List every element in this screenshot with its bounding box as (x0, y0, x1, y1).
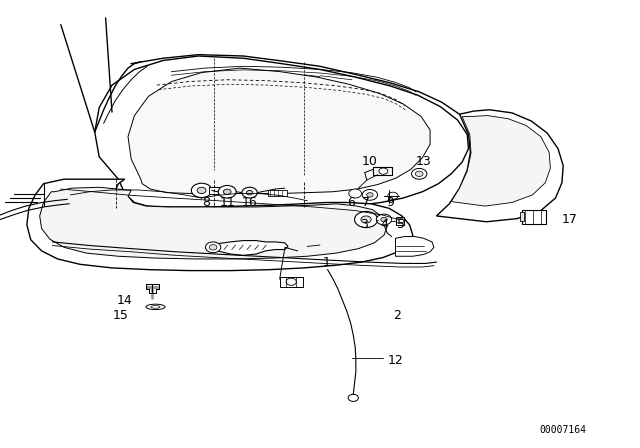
Circle shape (205, 242, 221, 253)
Circle shape (223, 189, 231, 194)
Circle shape (355, 211, 378, 228)
Circle shape (209, 245, 217, 250)
Text: 13: 13 (416, 155, 431, 168)
Circle shape (412, 168, 427, 179)
Text: 3: 3 (360, 217, 367, 231)
Circle shape (349, 189, 362, 198)
Polygon shape (95, 56, 468, 208)
FancyBboxPatch shape (209, 187, 227, 194)
Text: 8: 8 (202, 196, 210, 209)
Circle shape (367, 193, 373, 197)
Text: 4: 4 (380, 217, 388, 231)
Circle shape (246, 190, 253, 195)
FancyBboxPatch shape (522, 210, 546, 224)
Text: 5: 5 (397, 217, 405, 231)
Circle shape (242, 187, 257, 198)
Ellipse shape (151, 306, 160, 308)
Circle shape (379, 168, 388, 174)
Polygon shape (128, 68, 430, 194)
Polygon shape (40, 187, 387, 259)
Text: 7: 7 (362, 196, 370, 210)
Polygon shape (396, 237, 434, 256)
Polygon shape (218, 241, 288, 255)
Text: 10: 10 (362, 155, 378, 168)
FancyBboxPatch shape (280, 277, 303, 287)
FancyBboxPatch shape (396, 217, 404, 225)
Text: 14: 14 (117, 293, 132, 307)
Circle shape (376, 214, 392, 225)
Circle shape (348, 394, 358, 401)
Circle shape (197, 187, 206, 194)
Text: 6: 6 (347, 196, 355, 210)
Circle shape (362, 190, 378, 200)
Text: 1: 1 (323, 255, 330, 269)
Text: 17: 17 (562, 213, 577, 226)
FancyBboxPatch shape (520, 212, 524, 221)
Polygon shape (451, 116, 550, 206)
FancyBboxPatch shape (268, 190, 287, 196)
Text: 9: 9 (387, 196, 394, 210)
Circle shape (218, 185, 236, 198)
Circle shape (415, 171, 423, 177)
Text: 12: 12 (388, 354, 403, 367)
Text: 2: 2 (393, 309, 401, 323)
Circle shape (381, 217, 387, 222)
Ellipse shape (146, 304, 165, 310)
Text: 15: 15 (113, 309, 128, 323)
Polygon shape (27, 179, 413, 271)
Circle shape (361, 216, 371, 223)
Polygon shape (436, 110, 563, 222)
Text: 11: 11 (220, 196, 236, 209)
Circle shape (191, 183, 212, 198)
Text: 16: 16 (242, 196, 257, 209)
Text: 00007164: 00007164 (540, 426, 587, 435)
